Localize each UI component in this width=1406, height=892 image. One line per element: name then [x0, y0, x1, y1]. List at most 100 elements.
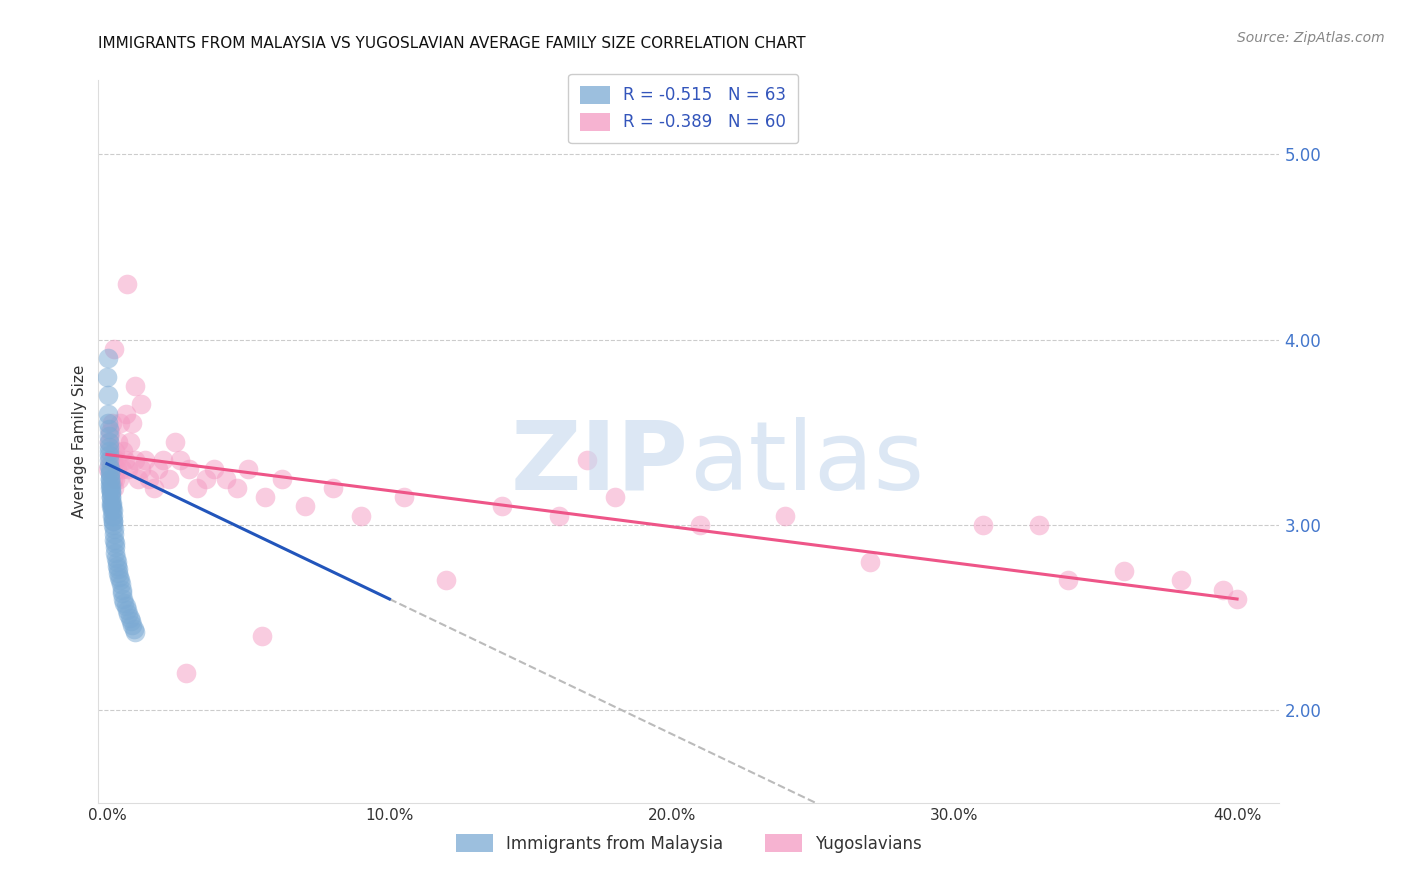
Point: [157, 472, 180, 486]
Point: [1056, 574, 1078, 588]
Point: [120, 434, 142, 449]
Y-axis label: Average Family Size: Average Family Size: [72, 365, 87, 518]
Point: [101, 508, 124, 523]
Point: [202, 462, 225, 476]
Point: [117, 462, 139, 476]
Point: [98, 481, 121, 495]
Point: [105, 555, 128, 569]
Point: [121, 416, 143, 430]
Point: [120, 614, 142, 628]
Point: [138, 472, 160, 486]
Point: [97, 440, 120, 454]
Point: [177, 462, 200, 476]
Point: [100, 490, 122, 504]
Point: [124, 379, 146, 393]
Point: [98, 434, 121, 449]
Point: [225, 481, 247, 495]
Point: [186, 481, 208, 495]
Point: [689, 517, 711, 532]
Point: [972, 517, 994, 532]
Point: [101, 472, 124, 486]
Point: [548, 508, 571, 523]
Point: [101, 500, 124, 514]
Point: [103, 481, 125, 495]
Point: [163, 434, 186, 449]
Point: [101, 514, 124, 528]
Point: [98, 462, 121, 476]
Point: [110, 416, 132, 430]
Point: [97, 462, 120, 476]
Point: [97, 388, 120, 402]
Point: [773, 508, 796, 523]
Point: [101, 517, 124, 532]
Point: [252, 629, 274, 643]
Point: [98, 448, 121, 462]
Point: [100, 484, 122, 499]
Point: [115, 407, 138, 421]
Point: [97, 416, 120, 430]
Point: [392, 490, 415, 504]
Text: Source: ZipAtlas.com: Source: ZipAtlas.com: [1237, 31, 1385, 45]
Point: [103, 514, 125, 528]
Point: [127, 472, 149, 486]
Point: [114, 453, 136, 467]
Point: [98, 443, 121, 458]
Point: [101, 508, 124, 523]
Point: [100, 496, 122, 510]
Point: [103, 527, 125, 541]
Point: [104, 443, 127, 458]
Point: [98, 425, 121, 440]
Point: [98, 458, 121, 473]
Point: [434, 574, 457, 588]
Point: [97, 429, 120, 443]
Point: [97, 351, 120, 366]
Point: [111, 462, 134, 476]
Point: [100, 484, 122, 499]
Point: [101, 416, 124, 430]
Text: ZIP: ZIP: [510, 417, 689, 509]
Point: [254, 490, 277, 504]
Point: [322, 481, 344, 495]
Point: [98, 453, 121, 467]
Point: [97, 421, 120, 435]
Point: [103, 522, 125, 536]
Point: [104, 546, 127, 560]
Point: [1028, 517, 1050, 532]
Point: [98, 466, 121, 480]
Point: [111, 586, 134, 600]
Point: [112, 592, 135, 607]
Point: [101, 453, 124, 467]
Point: [112, 443, 135, 458]
Point: [108, 570, 131, 584]
Point: [98, 466, 121, 480]
Point: [103, 536, 125, 550]
Point: [124, 453, 146, 467]
Point: [491, 500, 513, 514]
Point: [104, 540, 127, 554]
Point: [98, 472, 121, 486]
Point: [112, 596, 135, 610]
Point: [576, 453, 599, 467]
Point: [110, 582, 132, 597]
Point: [122, 622, 145, 636]
Point: [100, 477, 122, 491]
Point: [103, 533, 125, 547]
Point: [115, 603, 138, 617]
Point: [134, 453, 156, 467]
Point: [142, 481, 165, 495]
Point: [107, 562, 129, 576]
Point: [117, 607, 139, 621]
Point: [104, 551, 127, 566]
Point: [169, 453, 191, 467]
Point: [146, 462, 169, 476]
Point: [104, 472, 127, 486]
Point: [1226, 592, 1249, 607]
Point: [108, 472, 131, 486]
Point: [100, 481, 122, 495]
Point: [98, 453, 121, 467]
Point: [350, 508, 373, 523]
Point: [105, 462, 128, 476]
Point: [859, 555, 882, 569]
Point: [105, 453, 128, 467]
Text: IMMIGRANTS FROM MALAYSIA VS YUGOSLAVIAN AVERAGE FAMILY SIZE CORRELATION CHART: IMMIGRANTS FROM MALAYSIA VS YUGOSLAVIAN …: [98, 37, 806, 52]
